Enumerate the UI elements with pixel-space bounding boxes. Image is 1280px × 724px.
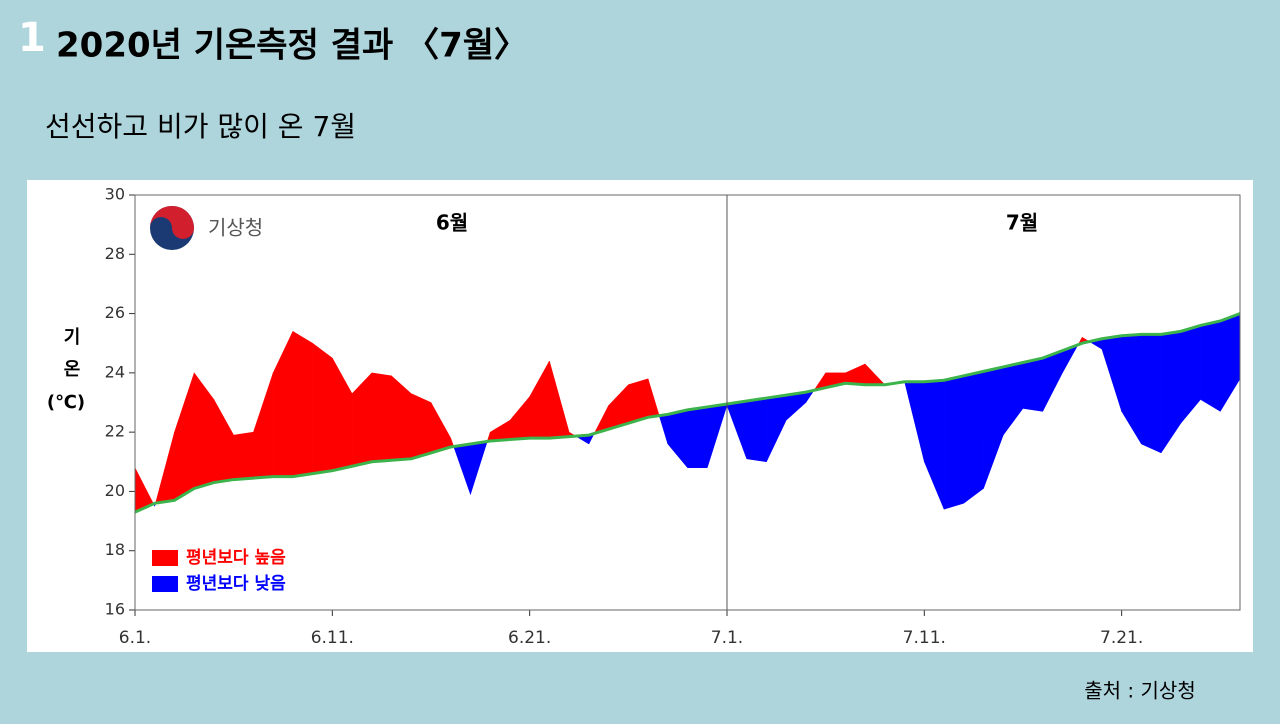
logo-text: 기상청 xyxy=(208,216,263,240)
deviation-area xyxy=(628,378,649,424)
x-tick-label: 7.21. xyxy=(1100,628,1143,648)
deviation-area xyxy=(371,372,392,463)
y-axis-label: (℃) xyxy=(47,392,85,413)
legend-label: 평년보다 낮음 xyxy=(186,574,286,594)
plot-frame xyxy=(134,194,1241,611)
subtitle: 선선하고 비가 많이 온 7월 xyxy=(45,110,356,143)
y-tick-label: 26 xyxy=(105,303,125,322)
deviation-area xyxy=(292,330,313,477)
source: 출처 : 기상청 xyxy=(1084,679,1195,703)
x-tick-label: 6.21. xyxy=(508,628,551,648)
y-tick-label: 30 xyxy=(105,185,125,204)
deviation-area xyxy=(963,371,984,504)
logo xyxy=(150,206,194,250)
annotation: 7월 xyxy=(1006,211,1038,235)
deviation-area xyxy=(1200,320,1221,412)
deviation-area xyxy=(746,397,767,463)
deviation-area xyxy=(411,393,432,460)
y-tick-label: 22 xyxy=(105,422,125,441)
y-tick-label: 16 xyxy=(105,600,125,619)
deviation-area xyxy=(233,431,254,480)
x-tick-label: 6.11. xyxy=(311,628,354,648)
x-tick-label: 6.1. xyxy=(119,628,151,648)
annotation: 6월 xyxy=(436,211,468,235)
deviation-area xyxy=(687,406,708,468)
deviation-area xyxy=(1141,334,1162,454)
legend-swatch xyxy=(152,576,178,592)
x-tick-label: 7.1. xyxy=(711,628,743,648)
y-tick-label: 20 xyxy=(105,481,125,500)
legend-swatch xyxy=(152,550,178,566)
y-tick-label: 18 xyxy=(105,540,125,559)
deviation-area xyxy=(312,342,333,474)
normal-line xyxy=(134,312,1241,514)
y-axis-label: 온 xyxy=(64,359,81,380)
deviation-area xyxy=(1022,357,1043,412)
slide-number: 1 xyxy=(18,15,46,61)
y-tick-label: 28 xyxy=(105,244,125,263)
y-axis-label: 기 xyxy=(64,327,81,348)
slide-title: 2020년 기온측정 결과 〈7월〉 xyxy=(56,26,528,66)
legend-label: 평년보다 높음 xyxy=(186,548,286,568)
deviation-area xyxy=(943,375,965,510)
x-tick-label: 7.11. xyxy=(903,628,946,648)
y-tick-label: 24 xyxy=(105,362,125,381)
